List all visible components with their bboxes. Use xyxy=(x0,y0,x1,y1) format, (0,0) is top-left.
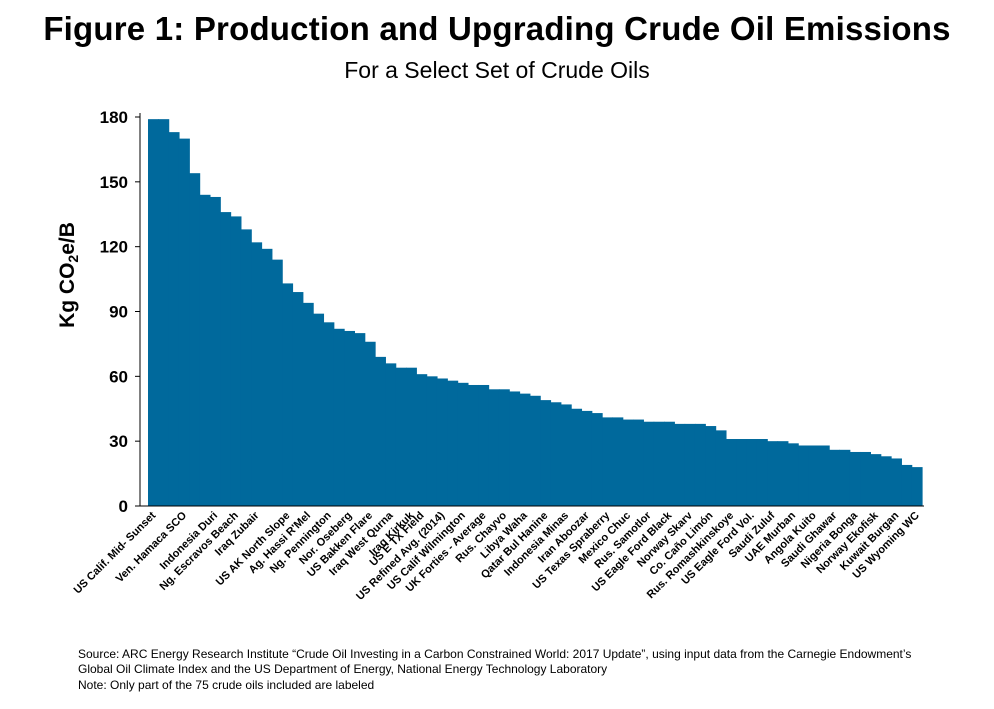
bar xyxy=(798,445,810,506)
y-tick-label: 120 xyxy=(100,238,128,257)
bar xyxy=(333,328,345,506)
bar xyxy=(406,367,417,506)
bar-chart: 0 30 60 90 120 150 180 US Calif. Mid- SunsetVe… xyxy=(56,108,924,603)
bar xyxy=(323,322,335,506)
bar xyxy=(467,384,479,506)
bar xyxy=(220,212,232,506)
bar xyxy=(643,421,655,506)
bar xyxy=(313,313,325,506)
bar xyxy=(251,242,263,506)
bar xyxy=(426,376,438,506)
source-note: Source: ARC Energy Research Institute “C… xyxy=(78,647,912,676)
bar xyxy=(375,356,386,506)
bar xyxy=(581,410,593,506)
bar xyxy=(519,393,531,506)
bar xyxy=(891,458,902,506)
bar xyxy=(344,330,355,506)
y-tick-label: 60 xyxy=(109,367,128,386)
bar xyxy=(282,283,294,506)
bar xyxy=(447,380,459,506)
y-tick-label: 30 xyxy=(109,432,128,451)
bar xyxy=(302,302,314,506)
bar xyxy=(622,419,634,506)
bar xyxy=(849,451,861,506)
bar xyxy=(560,404,572,506)
bar xyxy=(602,417,613,506)
bar xyxy=(261,248,273,506)
footnote: Note: Only part of the 75 crude oils inc… xyxy=(78,678,375,692)
bar xyxy=(364,341,376,506)
bar xyxy=(199,194,211,507)
chart-title: Figure 1: Production and Upgrading Crude… xyxy=(43,10,951,47)
bar xyxy=(148,119,159,506)
bar xyxy=(808,445,820,506)
bar xyxy=(591,413,603,506)
bar xyxy=(756,439,768,506)
bar xyxy=(189,173,201,506)
bar xyxy=(240,229,252,506)
bar xyxy=(178,138,190,507)
bar xyxy=(540,400,552,506)
bar xyxy=(209,196,221,506)
bar xyxy=(416,374,428,506)
bar xyxy=(168,132,180,506)
bar xyxy=(612,417,624,506)
bar xyxy=(870,454,882,506)
bar xyxy=(664,421,675,506)
bar xyxy=(509,391,521,506)
bar xyxy=(880,456,892,506)
bar xyxy=(684,423,696,506)
bar xyxy=(436,378,448,506)
bar xyxy=(725,439,737,506)
bar xyxy=(736,439,748,506)
bar xyxy=(385,363,397,506)
bars xyxy=(148,119,923,507)
y-tick-label: 150 xyxy=(100,173,128,192)
bar xyxy=(478,384,490,506)
bar xyxy=(292,292,304,506)
bar xyxy=(705,426,717,506)
bar xyxy=(395,367,407,506)
bar xyxy=(653,421,665,506)
bar xyxy=(746,439,758,506)
bar xyxy=(694,423,706,506)
bar xyxy=(860,451,871,506)
bar xyxy=(550,402,562,506)
bar xyxy=(829,449,841,506)
bar xyxy=(571,408,583,506)
bar xyxy=(457,382,469,506)
bar xyxy=(901,464,913,506)
bar xyxy=(488,389,500,506)
bar xyxy=(354,333,366,506)
bar xyxy=(498,389,510,506)
bar xyxy=(230,216,242,506)
bar xyxy=(529,395,541,506)
bar xyxy=(633,419,644,506)
bar xyxy=(271,259,283,506)
bar xyxy=(777,441,789,506)
y-tick-label: 180 xyxy=(100,108,128,127)
bar xyxy=(839,449,851,506)
bar xyxy=(674,423,686,506)
bar xyxy=(818,445,830,506)
chart-subtitle: For a Select Set of Crude Oils xyxy=(344,57,650,83)
bar xyxy=(158,119,170,506)
bar xyxy=(767,441,779,506)
y-tick-label: 0 xyxy=(119,497,128,516)
bar xyxy=(911,467,923,506)
bar xyxy=(715,430,727,506)
y-axis-ticks: 0 30 60 90 120 150 180 xyxy=(100,108,140,516)
bar xyxy=(787,443,799,506)
y-axis-label: Kg CO2e/B xyxy=(56,222,81,328)
y-tick-label: 90 xyxy=(109,303,128,322)
